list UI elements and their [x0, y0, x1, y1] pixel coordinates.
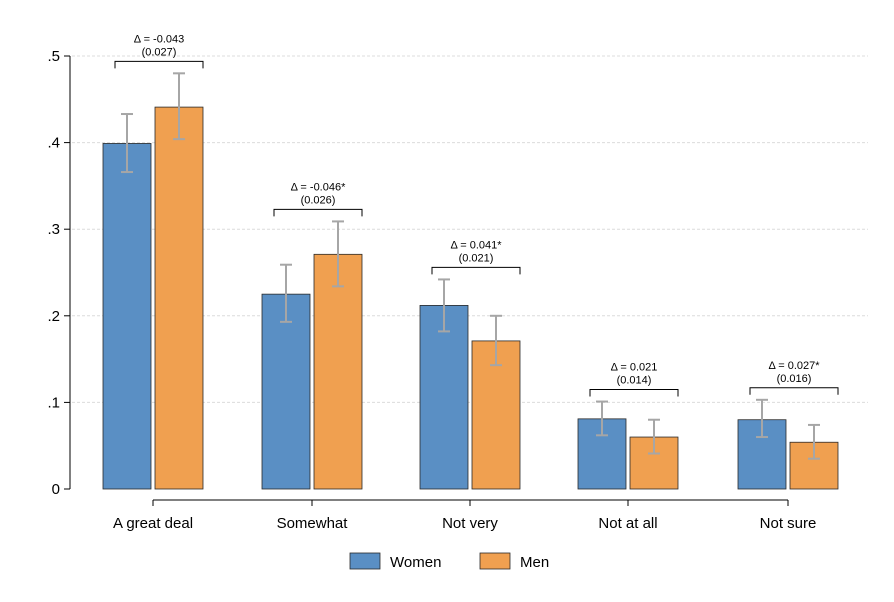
- standard-error-label: (0.014): [617, 375, 652, 387]
- bar-women: [419, 305, 469, 490]
- y-tick-label: .1: [47, 394, 60, 411]
- bar-women: [261, 293, 311, 490]
- x-tick-label: Somewhat: [277, 515, 349, 532]
- comparison-bracket: [114, 60, 204, 69]
- y-tick-label: .2: [47, 308, 60, 325]
- comparison-bracket: [589, 389, 679, 397]
- legend-label-women: Women: [390, 554, 441, 571]
- comparison-bracket: [431, 266, 521, 275]
- legend: Women Men: [349, 552, 549, 571]
- legend-swatch-men: [479, 552, 511, 570]
- y-tick-label: 0: [52, 481, 60, 498]
- comparison-bracket: [273, 208, 363, 217]
- difference-label: Δ = -0.043: [134, 33, 184, 45]
- standard-error-label: (0.016): [777, 373, 812, 385]
- legend-swatch-women: [349, 552, 381, 570]
- y-tick-label: .4: [47, 135, 60, 152]
- y-tick-label: .3: [47, 221, 60, 238]
- difference-label: Δ = 0.027*: [768, 360, 820, 372]
- bar-men: [313, 253, 363, 490]
- y-tick-label: .5: [47, 48, 60, 65]
- standard-error-label: (0.027): [142, 46, 177, 58]
- difference-label: Δ = -0.046*: [291, 181, 346, 193]
- error-bars: [121, 72, 820, 460]
- bar-men: [154, 106, 204, 490]
- x-tick-label: Not very: [442, 515, 498, 532]
- legend-label-men: Men: [520, 554, 549, 571]
- x-tick-label: Not at all: [598, 515, 657, 532]
- difference-label: Δ = 0.041*: [450, 239, 502, 251]
- x-tick-label: A great deal: [113, 515, 193, 532]
- difference-label: Δ = 0.021: [611, 362, 658, 374]
- bar-women: [102, 143, 152, 490]
- bars: [102, 106, 839, 490]
- gridlines: [72, 55, 868, 403]
- comparison-bracket: [749, 387, 839, 395]
- standard-error-label: (0.026): [301, 194, 336, 206]
- standard-error-label: (0.021): [459, 252, 494, 264]
- axes: 0 .1 .2 .3 .4 .5 A great deal Somewhat Not very N…: [47, 48, 816, 532]
- x-tick-label: Not sure: [760, 515, 817, 532]
- annotations: Δ = -0.043(0.027) Δ = -0.046*(0.026) Δ = 0…: [114, 33, 839, 397]
